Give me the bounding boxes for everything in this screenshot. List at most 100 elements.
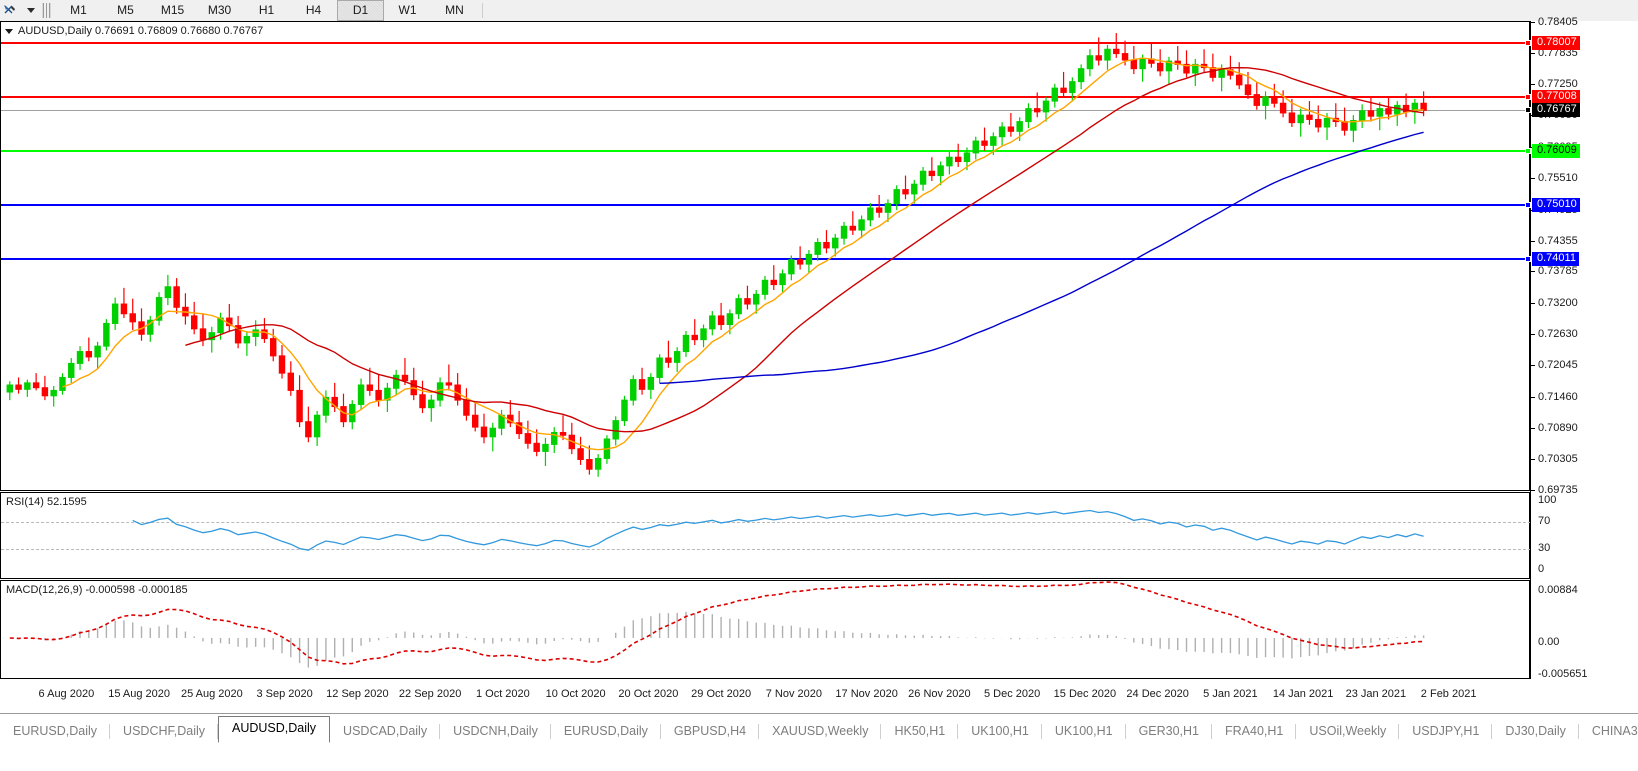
rsi-tick-100: 100 (1531, 494, 1556, 506)
level-line-0.74011[interactable] (1, 258, 1531, 261)
chart-area[interactable]: AUDUSD,Daily 0.76691 0.76809 0.76680 0.7… (0, 16, 1638, 771)
chart-tab-uk100-h1[interactable]: UK100,H1 (1042, 719, 1126, 743)
price-tag-handle[interactable] (1525, 202, 1531, 209)
level-line-0.76009[interactable] (1, 150, 1531, 153)
timeframe-d1[interactable]: D1 (337, 0, 384, 21)
chart-tab-audusd-daily[interactable]: AUDUSD,Daily (218, 716, 331, 743)
price-tag-support-blue-2[interactable]: 0.74011 (1525, 252, 1579, 267)
chart-tab-usdcad-daily[interactable]: USDCAD,Daily (330, 719, 441, 743)
date-label-0: 6 Aug 2020 (38, 688, 95, 700)
rsi-tick-30: 30 (1531, 542, 1550, 554)
timeframe-mn[interactable]: MN (445, 3, 464, 17)
timeframe-h4[interactable]: H4 (305, 3, 322, 17)
price-pane[interactable]: AUDUSD,Daily 0.76691 0.76809 0.76680 0.7… (0, 21, 1531, 491)
tick-dash (1531, 333, 1535, 335)
chart-tab-eurusd-daily[interactable]: EURUSD,Daily (0, 719, 111, 743)
chart-tab-eurusd-daily[interactable]: EURUSD,Daily (551, 719, 661, 743)
cursor-crosshair-icon[interactable] (0, 1, 20, 20)
price-tick-label: 0.70305 (1538, 453, 1578, 466)
macd-tick-label: -0.005651 (1538, 668, 1588, 680)
price-tag-handle[interactable] (1525, 148, 1531, 155)
price-tick-0.71460: 0.71460 (1531, 391, 1578, 403)
toolbar-grip[interactable] (42, 3, 51, 18)
price-tag-support-blue-1[interactable]: 0.75010 (1525, 198, 1580, 213)
date-label-6: 1 Oct 2020 (475, 688, 530, 700)
tabs-holder: EURUSD,Daily USDCHF,Daily AUDUSD,Daily USDC… (0, 716, 1638, 743)
chart-tab-fra40-h1[interactable]: FRA40,H1 (1212, 719, 1297, 743)
date-label-9: 29 Oct 2020 (691, 688, 752, 700)
macd-tick-2: -0.005651 (1531, 668, 1588, 680)
price-tick-label: 0.72630 (1538, 327, 1578, 340)
price-tag-current[interactable]: 0.76767 (1525, 103, 1580, 118)
date-label-15: 24 Dec 2020 (1126, 688, 1189, 700)
date-axis[interactable]: 6 Aug 2020 15 Aug 2020 25 Aug 2020 3 Sep 20… (0, 679, 1638, 709)
chart-tab-usdcnh-daily[interactable]: USDCNH,Daily (440, 719, 551, 743)
price-tick-0.72630: 0.72630 (1531, 328, 1578, 340)
rsi-level-30-line (1, 549, 1531, 551)
ma-mid-line (185, 66, 1424, 433)
price-tag-handle[interactable] (1525, 40, 1531, 47)
timeframe-m15[interactable]: M15 (160, 3, 185, 17)
chart-tab-usdjpy-h1[interactable]: USDJPY,H1 (1399, 719, 1493, 743)
price-tick-0.78405: 0.78405 (1531, 16, 1578, 28)
rsi-tick-label: 70 (1538, 514, 1551, 527)
price-tick-0.70305: 0.70305 (1531, 453, 1578, 465)
chart-tab-xauusd-weekly[interactable]: XAUUSD,Weekly (759, 719, 882, 743)
date-label-12: 26 Nov 2020 (908, 688, 971, 700)
dropdown-arrow-icon[interactable] (20, 1, 40, 20)
price-axis[interactable]: 0.784050.778350.772500.766800.760950.755… (1525, 16, 1638, 680)
price-tag-handle[interactable] (1525, 107, 1531, 114)
chart-tab-usoil-weekly[interactable]: USOil,Weekly (1296, 719, 1400, 743)
price-tag-value: 0.77008 (1537, 90, 1577, 103)
chart-tab-gbpusd-h4[interactable]: GBPUSD,H4 (661, 719, 760, 743)
price-tag-value: 0.76767 (1537, 103, 1577, 116)
chart-tab-ger30-h1[interactable]: GER30,H1 (1126, 719, 1213, 743)
macd-pane[interactable]: MACD(12,26,9) -0.000598 -0.000185 (0, 580, 1530, 679)
macd-label: MACD(12,26,9) -0.000598 -0.000185 (6, 584, 188, 596)
rsi-pane[interactable]: RSI(14) 52.1595 (0, 492, 1531, 579)
level-line-0.75010[interactable] (1, 204, 1531, 207)
price-tag-value: 0.76009 (1537, 144, 1577, 157)
toolbar-divider (482, 3, 483, 18)
chart-tab-dj30-daily[interactable]: DJ30,Daily (1492, 719, 1580, 743)
price-tick-0.70890: 0.70890 (1531, 422, 1578, 434)
timeframe-m30[interactable]: M30 (207, 3, 232, 17)
price-tick-label: 0.78405 (1538, 16, 1578, 28)
price-tag-resistance-2[interactable]: 0.77008 (1525, 90, 1580, 105)
price-tag-value: 0.74011 (1537, 252, 1576, 265)
tick-dash (1531, 271, 1535, 273)
date-label-14: 15 Dec 2020 (1053, 688, 1117, 700)
timeframe-h1[interactable]: H1 (258, 3, 275, 17)
level-line-0.77008[interactable] (1, 96, 1531, 99)
date-label-13: 5 Dec 2020 (983, 688, 1041, 700)
chart-tab-hk50-h1[interactable]: HK50,H1 (881, 719, 958, 743)
timeframe-m1[interactable]: M1 (70, 3, 87, 17)
candlestick-plot (6, 33, 1427, 477)
tick-dash (1531, 84, 1535, 86)
timeframe-w1[interactable]: W1 (398, 3, 417, 17)
tick-dash (1531, 22, 1535, 23)
macd-tick-label: 0.00 (1538, 636, 1560, 648)
chart-menu-caret-icon[interactable] (5, 28, 13, 34)
chart-tab-uk100-h1[interactable]: UK100,H1 (958, 719, 1042, 743)
price-tag-resistance-1[interactable]: 0.78007 (1525, 36, 1580, 51)
tick-dash (1531, 427, 1535, 429)
price-tick-0.77250: 0.77250 (1531, 78, 1578, 90)
chart-tab-usdchf-daily[interactable]: USDCHF,Daily (110, 719, 218, 743)
chart-tab-china300-h1[interactable]: CHINA300,H1 (1579, 719, 1638, 743)
ma-slow-line (659, 131, 1424, 384)
price-tick-0.73785: 0.73785 (1531, 265, 1578, 277)
date-label-18: 23 Jan 2021 (1345, 688, 1407, 700)
chart-tab-bar: EURUSD,Daily USDCHF,Daily AUDUSD,Daily USDC… (0, 713, 1638, 743)
macd-signal-line (9, 581, 1424, 665)
rsi-curve (132, 509, 1424, 551)
date-label-11: 17 Nov 2020 (835, 688, 898, 700)
rsi-tick-0: 0 (1531, 563, 1544, 575)
price-tag-handle[interactable] (1525, 256, 1531, 263)
price-tag-support-green[interactable]: 0.76009 (1525, 144, 1580, 159)
timeframe-m5[interactable]: M5 (117, 3, 134, 17)
tick-dash (1531, 490, 1535, 491)
level-line-0.78007[interactable] (1, 42, 1531, 45)
price-tick-0.73200: 0.73200 (1531, 297, 1578, 309)
price-tag-handle[interactable] (1525, 94, 1531, 101)
